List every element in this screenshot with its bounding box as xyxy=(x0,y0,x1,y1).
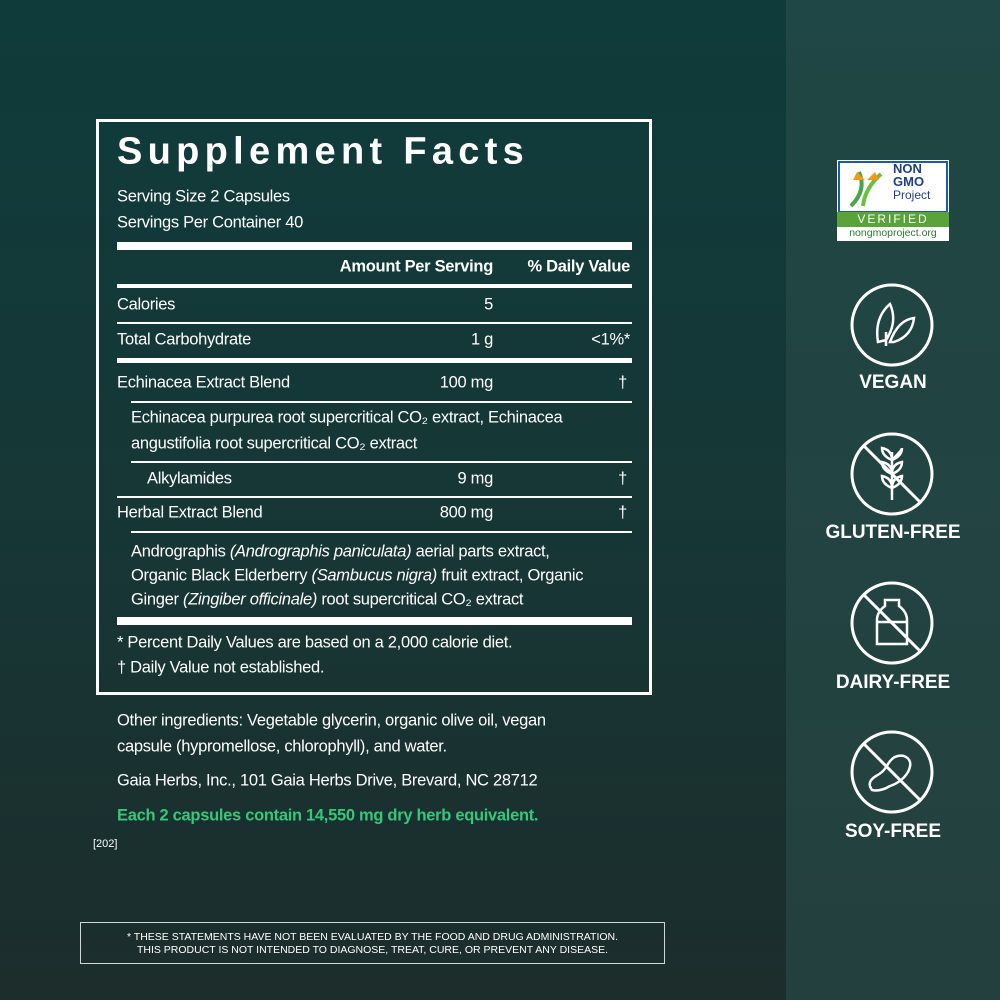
blend-description: angustifolia root supercritical CO₂ extr… xyxy=(131,434,418,453)
row-dv: † xyxy=(618,373,627,392)
badge-label: VEGAN xyxy=(859,372,927,393)
blend-description: Ginger (Zingiber officinale) root superc… xyxy=(131,590,524,610)
row-name: Alkylamides xyxy=(147,469,232,488)
text: aerial parts extract, xyxy=(411,542,550,561)
rule xyxy=(131,401,632,403)
logo-art xyxy=(837,161,949,227)
row-amount: 9 mg xyxy=(457,469,494,488)
badge-label: GLUTEN-FREE xyxy=(825,522,961,543)
row-dv: † xyxy=(618,503,627,522)
code: [202] xyxy=(93,838,118,850)
rule xyxy=(131,461,632,463)
rule xyxy=(117,284,632,288)
row-name: Total Carbohydrate xyxy=(117,330,252,349)
disclaimer-line: THIS PRODUCT IS NOT INTENDED TO DIAGNOSE… xyxy=(136,944,609,956)
row-amount: 1 g xyxy=(470,330,493,349)
row-name: Calories xyxy=(117,295,176,314)
text: Organic Black Elderberry xyxy=(131,566,312,585)
other-ingredients: capsule (hypromellose, chlorophyll), and… xyxy=(117,737,447,756)
rule xyxy=(117,617,632,625)
row-name: Echinacea Extract Blend xyxy=(117,373,290,392)
logo-gmo: GMO xyxy=(893,174,925,189)
rule xyxy=(117,242,632,250)
logo-non: NON xyxy=(893,161,922,176)
row-dv: <1%* xyxy=(591,330,630,349)
badge-label: SOY-FREE xyxy=(844,821,942,842)
text: root supercritical CO₂ extract xyxy=(317,590,524,609)
serving-size: Serving Size 2 Capsules xyxy=(117,187,290,206)
rule xyxy=(117,322,632,324)
latin-name: (Zingiber officinale) xyxy=(183,590,318,609)
row-name: Herbal Extract Blend xyxy=(117,503,263,522)
header-amount: Amount Per Serving xyxy=(339,257,494,276)
footnote: † Daily Value not established. xyxy=(117,658,325,677)
other-ingredients: Other ingredients: Vegetable glycerin, o… xyxy=(117,711,546,730)
logo-verified: VERIFIED xyxy=(857,212,929,226)
blend-description: Organic Black Elderberry (Sambucus nigra… xyxy=(131,567,583,586)
disclaimer: * THESE STATEMENTS HAVE NOT BEEN EVALUAT… xyxy=(80,922,665,964)
badge-icons xyxy=(850,283,934,814)
logo-project: Project xyxy=(893,188,931,202)
rule xyxy=(131,531,632,533)
facts-box xyxy=(96,119,652,695)
row-amount: 800 mg xyxy=(439,503,494,522)
text: fruit extract, Organic xyxy=(436,566,584,585)
row-dv: † xyxy=(618,469,627,488)
blend-description: Echinacea purpurea root supercritical CO… xyxy=(131,408,563,427)
footnote: * Percent Daily Values are based on a 2,… xyxy=(117,633,513,652)
rule xyxy=(117,358,632,363)
facts-title: Supplement Facts xyxy=(117,130,530,173)
address: Gaia Herbs, Inc., 101 Gaia Herbs Drive, … xyxy=(117,771,538,790)
highlight: Each 2 capsules contain 14,550 mg dry he… xyxy=(117,806,539,825)
disclaimer-line: * THESE STATEMENTS HAVE NOT BEEN EVALUAT… xyxy=(126,931,619,943)
text: Andrographis xyxy=(131,542,230,561)
non-gmo-logo: NON GMO Project VERIFIED nongmoproject.o… xyxy=(837,160,949,241)
rule xyxy=(117,496,632,498)
badge-label: DAIRY-FREE xyxy=(835,672,951,693)
row-amount: 5 xyxy=(484,295,493,314)
text: Ginger xyxy=(131,590,184,609)
blend-description: Andrographis (Andrographis paniculata) a… xyxy=(131,543,550,562)
header-dv: % Daily Value xyxy=(527,257,631,276)
row-amount: 100 mg xyxy=(439,373,494,392)
latin-name: (Andrographis paniculata) xyxy=(229,542,412,561)
servings-per-container: Servings Per Container 40 xyxy=(117,213,304,232)
latin-name: (Sambucus nigra) xyxy=(311,566,438,585)
logo-url: nongmoproject.org xyxy=(849,227,937,239)
